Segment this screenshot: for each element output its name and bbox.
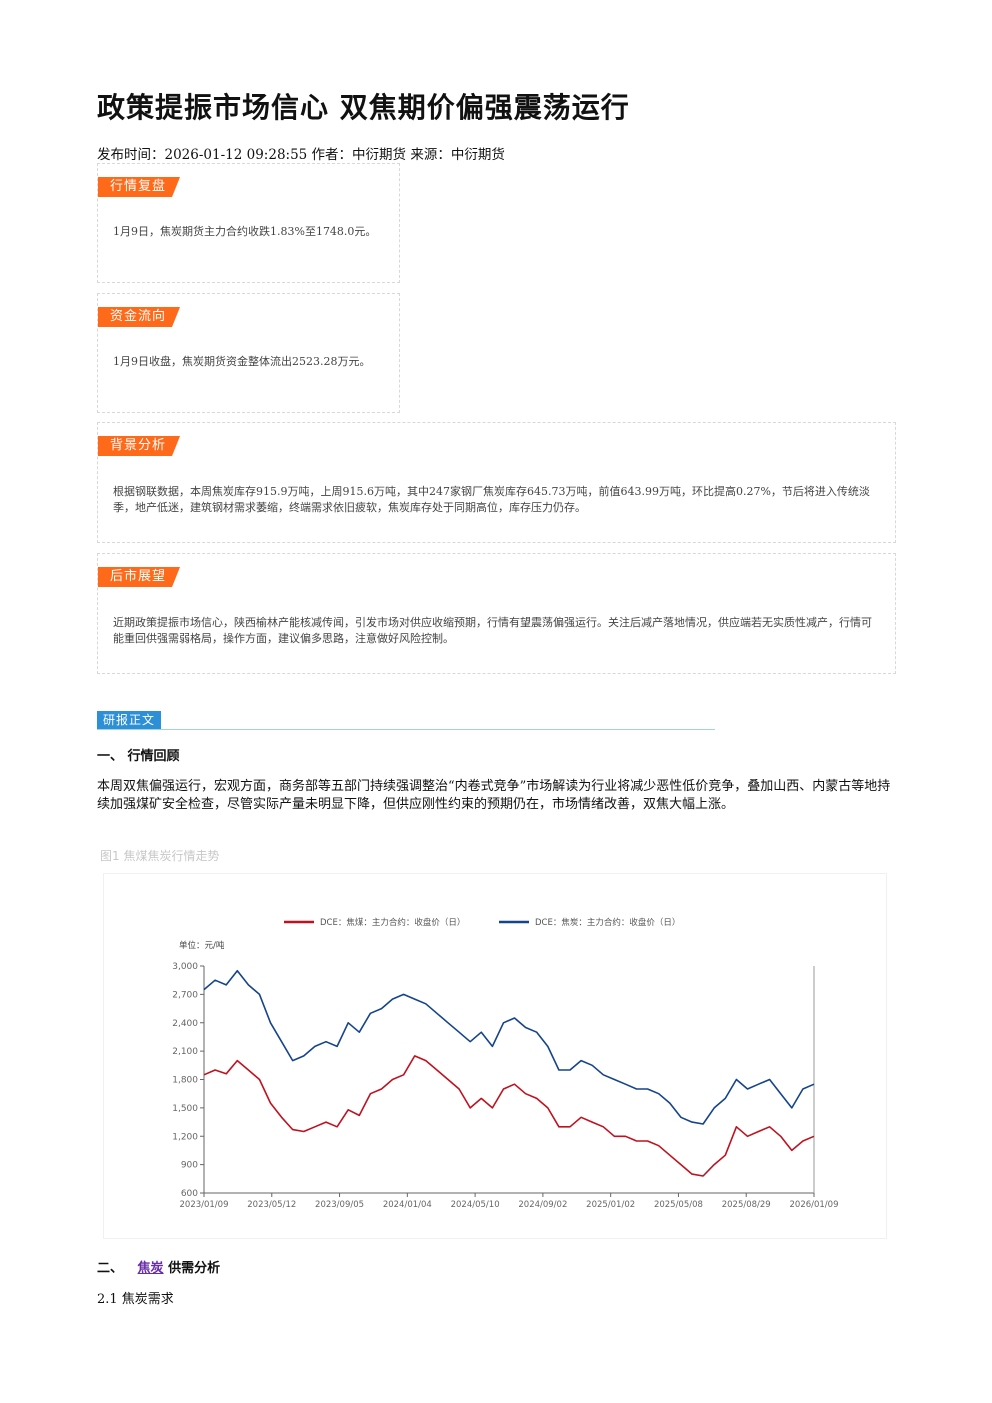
box-fund: 资金流向 1月9日收盘，焦炭期货资金整体流出2523.28万元。 — [97, 293, 400, 413]
y-tick-label: 1,500 — [172, 1104, 198, 1114]
box-background: 背景分析 根据钢联数据，本周焦炭库存915.9万吨，上周915.6万吨，其中24… — [97, 422, 896, 543]
x-tick-label: 2025/01/02 — [586, 1200, 635, 1210]
figure-caption: 图1 焦煤焦炭行情走势 — [100, 849, 220, 863]
outlook-text: 近期政策提振市场信心，陕西榆林产能核减传闻，引发市场对供应收缩预期，行情有望震荡… — [113, 616, 872, 645]
y-tick-label: 900 — [181, 1161, 198, 1171]
series-line-0 — [203, 1055, 815, 1177]
tag-review: 行情复盘 — [98, 177, 180, 197]
x-tick-label: 2023/09/05 — [315, 1200, 364, 1210]
legend-label-0: DCE：焦煤：主力合约：收盘价（日） — [320, 917, 465, 928]
keyword-link-coke[interactable]: 焦炭 — [137, 1261, 164, 1276]
report-divider: 研报正文 — [97, 711, 715, 730]
chart-container: 600 900 1,200 1,500 1,800 2,100 2,400 2,700 3,00… — [103, 873, 887, 1239]
report-tag: 研报正文 — [97, 711, 162, 729]
x-tick-label: 2023/01/09 — [180, 1200, 229, 1210]
section2-subheading: 2.1 焦炭需求 — [97, 1292, 174, 1307]
x-tick-label: 2026/01/09 — [790, 1200, 839, 1210]
section2-prefix: 二、 — [97, 1261, 124, 1276]
x-tick-label: 2025/08/29 — [722, 1200, 771, 1210]
box-review: 行情复盘 1月9日，焦炭期货主力合约收跌1.83%至1748.0元。 — [97, 163, 400, 283]
x-tick-label: 2024/01/04 — [383, 1200, 432, 1210]
fund-text: 1月9日收盘，焦炭期货资金整体流出2523.28万元。 — [113, 355, 371, 368]
y-tick-label: 1,800 — [172, 1076, 198, 1086]
background-text: 根据钢联数据，本周焦炭库存915.9万吨，上周915.6万吨，其中247家钢厂焦… — [113, 485, 870, 514]
tag-outlook: 后市展望 — [98, 567, 180, 587]
y-tick-label: 2,100 — [172, 1047, 198, 1057]
review-text: 1月9日，焦炭期货主力合约收跌1.83%至1748.0元。 — [113, 225, 377, 238]
unit-label: 单位：元/吨 — [179, 940, 225, 951]
section1-heading: 一、 行情回顾 — [97, 749, 180, 764]
legend-label-1: DCE：焦炭：主力合约：收盘价（日） — [535, 917, 680, 928]
tag-fund: 资金流向 — [98, 307, 180, 327]
x-tick-label: 2024/05/10 — [451, 1200, 500, 1210]
series-line-1 — [203, 969, 815, 1125]
box-outlook: 后市展望 近期政策提振市场信心，陕西榆林产能核减传闻，引发市场对供应收缩预期，行… — [97, 553, 896, 674]
section1-paragraph: 本周双焦偏强运行，宏观方面，商务部等五部门持续强调整治“内卷式竞争”市场解读为行… — [97, 779, 891, 812]
section2-suffix: 供需分析 — [168, 1261, 221, 1276]
y-tick-label: 3,000 — [172, 962, 198, 972]
tag-background: 背景分析 — [98, 436, 180, 456]
y-tick-label: 600 — [181, 1189, 198, 1199]
page-title: 政策提振市场信心 双焦期价偏强震荡运行 — [97, 91, 630, 124]
x-tick-label: 2024/09/02 — [518, 1200, 567, 1210]
y-tick-label: 2,700 — [172, 990, 198, 1000]
section2-heading: 二、 焦炭 供需分析 — [97, 1257, 220, 1276]
x-tick-label: 2023/05/12 — [247, 1200, 296, 1210]
y-tick-label: 2,400 — [172, 1019, 198, 1029]
publish-meta: 发布时间：2026-01-12 09:28:55 作者：中衍期货 来源：中衍期货 — [97, 147, 505, 163]
y-tick-label: 1,200 — [172, 1132, 198, 1142]
x-tick-label: 2025/05/08 — [654, 1200, 703, 1210]
price-chart: 600 900 1,200 1,500 1,800 2,100 2,400 2,700 3,00… — [172, 917, 839, 1210]
